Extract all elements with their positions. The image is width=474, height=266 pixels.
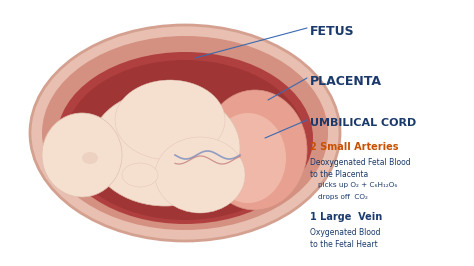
Text: 2 Small Arteries: 2 Small Arteries — [310, 142, 399, 152]
Text: to the Fetal Heart: to the Fetal Heart — [310, 240, 378, 249]
Ellipse shape — [210, 113, 286, 203]
Ellipse shape — [155, 137, 245, 213]
Ellipse shape — [42, 36, 328, 230]
Ellipse shape — [42, 113, 122, 197]
Ellipse shape — [30, 25, 340, 241]
Ellipse shape — [122, 163, 158, 187]
Ellipse shape — [82, 152, 98, 164]
Text: UMBILICAL CORD: UMBILICAL CORD — [310, 118, 416, 128]
Text: Oxygenated Blood: Oxygenated Blood — [310, 228, 381, 237]
Text: drops off  CO₂: drops off CO₂ — [318, 194, 368, 200]
Ellipse shape — [57, 52, 313, 224]
Text: to the Placenta: to the Placenta — [310, 170, 368, 179]
Text: picks up O₂ + C₆H₁₂O₆: picks up O₂ + C₆H₁₂O₆ — [318, 182, 397, 188]
Text: Deoxygenated Fetal Blood: Deoxygenated Fetal Blood — [310, 158, 410, 167]
Ellipse shape — [115, 80, 225, 160]
Text: 1 Large  Vein: 1 Large Vein — [310, 212, 382, 222]
Ellipse shape — [65, 60, 305, 220]
Ellipse shape — [90, 90, 240, 206]
Text: PLACENTA: PLACENTA — [310, 75, 382, 88]
Text: FETUS: FETUS — [310, 25, 355, 38]
Ellipse shape — [203, 90, 307, 210]
